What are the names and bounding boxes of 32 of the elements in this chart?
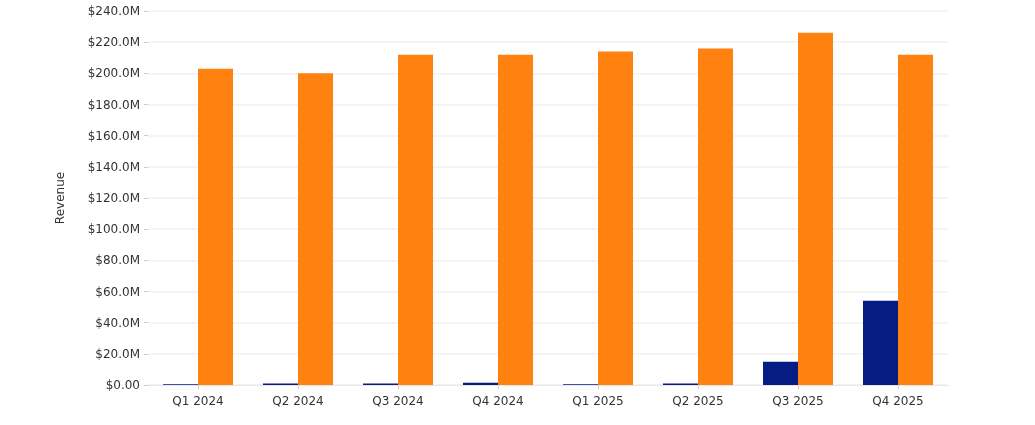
- y-tick-label: $100.0M: [87, 222, 140, 237]
- x-tick-label: Q4 2024: [472, 394, 524, 408]
- y-tick-label: $40.0M: [95, 315, 140, 330]
- y-tick-label: $60.0M: [95, 284, 140, 299]
- y-tick-label: $20.0M: [95, 346, 140, 361]
- y-tick-label: $80.0M: [95, 253, 140, 268]
- y-tick-label: $140.0M: [87, 159, 140, 174]
- bar: [798, 32, 833, 385]
- x-tick-label: Q2 2024: [272, 394, 324, 408]
- y-tick-label: $180.0M: [87, 97, 140, 112]
- bar: [898, 54, 933, 385]
- y-tick-label: $220.0M: [87, 35, 140, 50]
- y-tick-label: $160.0M: [87, 128, 140, 143]
- y-tick-label: $240.0M: [87, 4, 140, 18]
- x-tick-label: Q1 2025: [572, 394, 624, 408]
- bar: [763, 361, 798, 385]
- x-tick-label: Q1 2024: [172, 394, 224, 408]
- bar: [598, 51, 633, 385]
- bar: [398, 54, 433, 385]
- bar: [198, 68, 233, 385]
- bar: [863, 300, 898, 385]
- bar: [498, 54, 533, 385]
- y-tick-label: $120.0M: [87, 191, 140, 205]
- bar: [298, 73, 333, 385]
- y-tick-label: $0.00: [105, 378, 140, 392]
- x-tick-label: Q4 2025: [872, 394, 924, 408]
- x-tick-label: Q2 2025: [672, 394, 724, 408]
- x-tick-label: Q3 2024: [372, 394, 424, 408]
- y-axis-title: Revenue: [53, 171, 67, 225]
- y-tick-label: $200.0M: [87, 66, 140, 81]
- x-tick-label: Q3 2025: [772, 394, 824, 408]
- bar: [698, 48, 733, 385]
